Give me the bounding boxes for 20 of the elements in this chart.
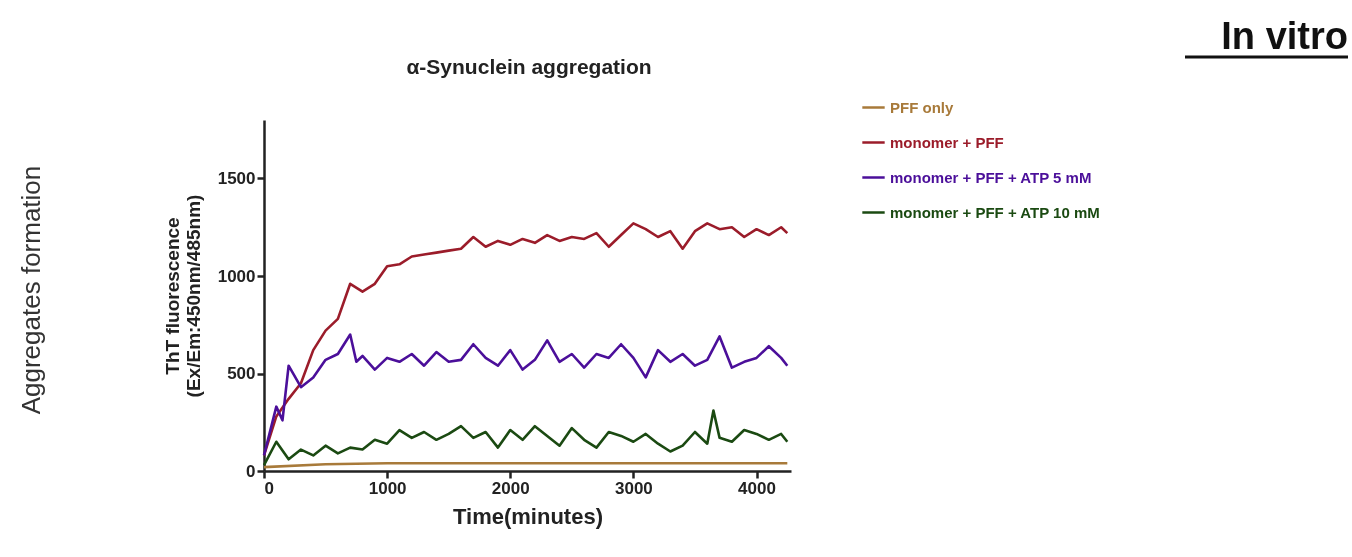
legend-label: monomer + PFF + ATP 5 mM — [890, 168, 1092, 186]
legend-label: monomer + PFF + ATP 10 mM — [890, 203, 1100, 221]
chart-title: α-Synuclein aggregation — [406, 55, 652, 78]
x-tick-label: 1000 — [368, 478, 407, 498]
x-tick-label: 2000 — [491, 478, 530, 498]
y-tick-label: 500 — [227, 364, 256, 383]
x-tick-label: 3000 — [614, 478, 653, 498]
x-tick-label: 4000 — [738, 478, 776, 498]
legend-label: monomer + PFF — [890, 133, 1004, 151]
line-series — [262, 409, 789, 467]
text: Aggregates formation — [16, 165, 46, 415]
text: In vitro — [1221, 15, 1348, 57]
y-tick-label: 1500 — [217, 169, 256, 188]
y-axis-title: ThT fluorescence (Ex/Em:450nm/485nm) — [161, 194, 204, 398]
y-tick-label: 0 — [246, 461, 256, 481]
legend-label: PFF only — [890, 98, 954, 116]
x-axis-title: Time(minutes) — [453, 503, 603, 529]
line-series — [262, 333, 789, 457]
x-tick-label: 0 — [264, 478, 274, 498]
y-tick-label: 1000 — [217, 266, 256, 286]
